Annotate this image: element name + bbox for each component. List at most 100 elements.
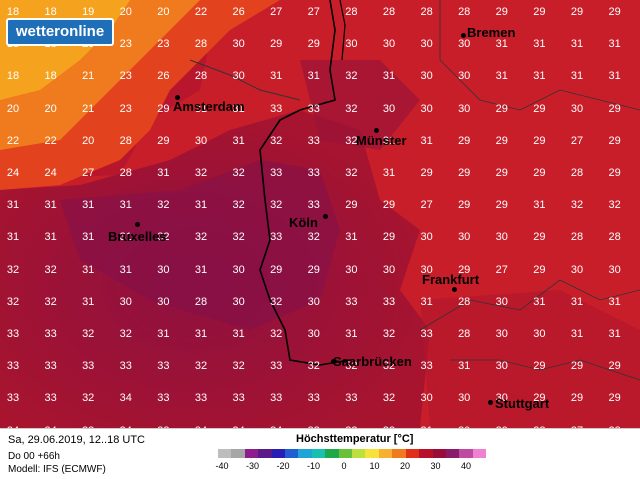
temp-value: 26	[232, 6, 245, 18]
legend-swatch	[405, 449, 420, 458]
temp-value: 24	[44, 167, 57, 179]
temp-value: 28	[596, 425, 634, 428]
legend-swatch	[352, 449, 366, 458]
temp-value: 30	[445, 425, 483, 428]
temp-value: 20	[157, 6, 170, 18]
city-label-muenster: Münster	[356, 133, 407, 148]
temp-value: 31	[495, 38, 508, 51]
temp-value: 32	[232, 231, 245, 244]
temp-value: 30	[420, 38, 433, 51]
temp-value: 18	[44, 70, 57, 83]
temp-value: 28	[194, 70, 208, 83]
temp-value: 29	[608, 6, 621, 18]
temp-value: 31	[82, 199, 95, 212]
legend-swatch	[338, 449, 353, 458]
legend-tick-label: -10	[306, 461, 320, 471]
city-dot-stuttgart	[488, 400, 493, 405]
temp-value: 31	[194, 102, 208, 115]
legend-swatch	[271, 449, 286, 458]
temp-value: 32	[44, 295, 57, 308]
temp-value: 31	[458, 360, 471, 373]
temp-value: 27	[82, 167, 95, 179]
temp-value: 28	[345, 6, 358, 18]
temp-value: 32	[345, 360, 358, 373]
legend-tick-label: 0	[341, 461, 347, 471]
temp-value: 29	[345, 199, 358, 212]
temp-value: 31	[533, 38, 546, 51]
temp-value: 31	[119, 263, 132, 276]
temp-value: 32	[382, 360, 396, 373]
temp-value: 30	[420, 70, 433, 83]
city-dot-koeln	[323, 214, 328, 219]
legend-swatch	[311, 449, 326, 458]
temp-value: 31	[608, 328, 621, 340]
temp-value: 30	[382, 263, 396, 276]
temp-value: 31	[533, 295, 546, 308]
temp-value: 22	[44, 134, 57, 147]
temp-value: 31	[382, 167, 396, 179]
temp-value: 32	[157, 231, 170, 244]
temp-value: 30	[119, 295, 132, 308]
temp-value: 30	[345, 263, 358, 276]
temp-value: 33	[44, 328, 57, 340]
temp-value: 32	[270, 199, 283, 212]
temp-value: 32	[608, 199, 621, 212]
temp-value: 30	[382, 102, 396, 115]
valid-time: Sa, 29.06.2019, 12..18 UTC	[8, 434, 145, 446]
legend-swatch	[218, 449, 232, 458]
temp-value: 33	[194, 392, 208, 405]
temp-value: 23	[119, 38, 132, 51]
temp-value: 31	[119, 231, 132, 244]
temp-value: 28	[194, 295, 208, 308]
temp-value: 33	[6, 360, 20, 373]
temp-value: 29	[495, 199, 508, 212]
temp-value: 20	[119, 6, 132, 18]
temp-value: 31	[194, 328, 208, 340]
wetteronline-logo[interactable]: wetteronline	[6, 18, 114, 46]
temperature-map: 1818192020222627272828282829292929181820…	[0, 0, 640, 428]
legend-swatch	[298, 449, 312, 458]
temp-value: 31	[6, 231, 20, 244]
temp-value: 29	[382, 199, 396, 212]
temp-value: 33	[307, 167, 320, 179]
temp-value: 27	[570, 134, 584, 147]
temp-value: 29	[458, 167, 471, 179]
temp-value: 32	[270, 328, 283, 340]
temp-value: 30	[420, 231, 433, 244]
city-label-amsterdam: Amsterdam	[173, 99, 245, 114]
temp-value: 18	[6, 6, 20, 18]
temp-value: 33	[345, 392, 358, 405]
temp-value: 30	[495, 360, 508, 373]
city-label-frankfurt: Frankfurt	[422, 272, 480, 287]
temp-value: 33	[44, 360, 57, 373]
temp-value: 32	[194, 231, 208, 244]
temp-value: 27	[307, 6, 320, 18]
temp-value: 30	[458, 38, 471, 51]
temp-value: 33	[420, 328, 433, 340]
temp-value: 29	[382, 231, 396, 244]
temp-value: 30	[570, 263, 584, 276]
temp-value: 29	[608, 134, 621, 147]
temp-value: 33	[307, 134, 320, 147]
temp-value: 33	[270, 231, 283, 244]
temp-value: 23	[157, 38, 170, 51]
temp-value: 33	[307, 199, 320, 212]
temp-value: 28	[119, 167, 132, 179]
temp-value: 30	[307, 295, 320, 308]
temp-value: 33	[270, 392, 283, 405]
temp-value: 31	[570, 328, 584, 340]
temp-value: 23	[119, 70, 132, 83]
temp-value: 32	[270, 295, 283, 308]
temp-value: 33	[307, 392, 320, 405]
temp-value: 33	[420, 360, 433, 373]
temp-value: 28	[458, 6, 471, 18]
temp-value: 33	[157, 392, 170, 405]
temp-value: 29	[458, 263, 471, 276]
temp-value: 34	[182, 425, 220, 428]
temp-value: 29	[608, 392, 621, 405]
temp-value: 32	[570, 199, 584, 212]
temp-value: 33	[270, 102, 283, 115]
city-dot-bruxelles	[135, 222, 140, 227]
temp-value: 19	[82, 6, 95, 18]
temp-value: 29	[608, 360, 621, 373]
